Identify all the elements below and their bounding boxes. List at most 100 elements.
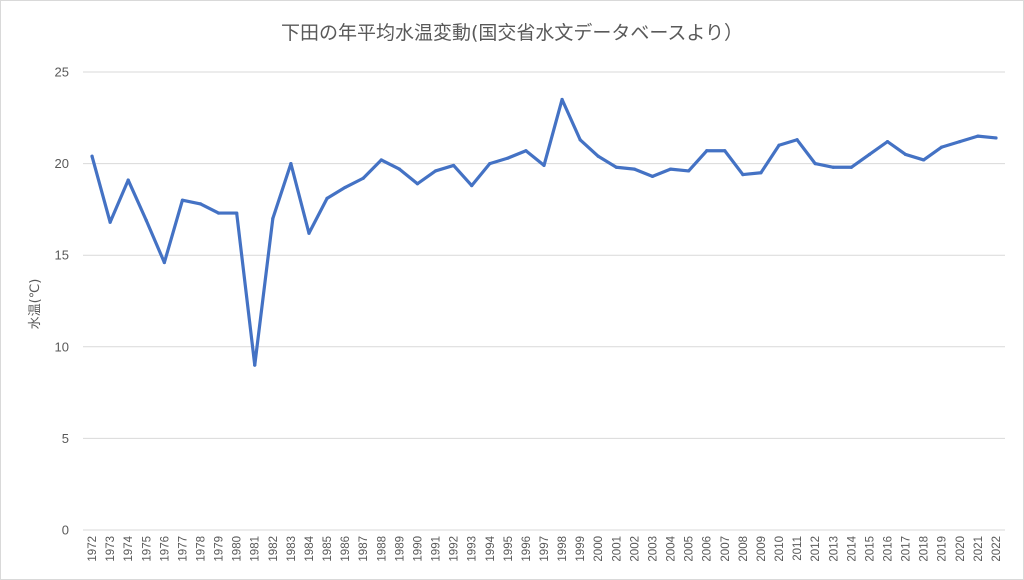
x-tick-label: 1980 <box>232 536 244 562</box>
x-tick-label: 1982 <box>268 536 280 562</box>
x-tick-label: 1986 <box>340 536 352 562</box>
data-point <box>759 171 763 175</box>
data-point <box>433 169 438 173</box>
series-group <box>90 97 998 367</box>
data-point <box>813 162 817 166</box>
data-point <box>379 158 383 162</box>
x-tick-label: 2018 <box>919 536 931 562</box>
x-tick-label: 1981 <box>250 536 262 562</box>
x-tick-label: 1996 <box>521 536 533 562</box>
data-point <box>687 169 691 173</box>
x-tick-label: 2011 <box>792 536 804 561</box>
data-point <box>216 211 221 215</box>
data-point <box>506 156 510 160</box>
data-point <box>867 152 872 157</box>
x-tick-label: 2019 <box>937 536 949 562</box>
data-point <box>831 165 835 169</box>
x-tick-label: 1985 <box>322 536 334 562</box>
x-tick-label: 2003 <box>647 536 659 562</box>
x-tick-label: 2021 <box>973 536 985 562</box>
x-tick-label: 2016 <box>882 536 894 562</box>
data-point <box>162 260 166 265</box>
y-axis-label: 水温(℃) <box>28 279 43 330</box>
x-tick-label: 1993 <box>467 536 479 562</box>
data-point <box>343 185 347 190</box>
data-point <box>922 158 926 162</box>
data-point <box>650 174 655 179</box>
x-tick-label: 2015 <box>864 536 876 562</box>
x-tick-label: 2010 <box>774 536 786 562</box>
x-tick-label: 1974 <box>123 535 135 561</box>
data-point <box>397 167 401 171</box>
data-point <box>976 134 980 138</box>
data-point <box>849 165 853 169</box>
x-tick-label: 1990 <box>412 536 424 562</box>
data-point <box>560 97 564 102</box>
x-tick-label: 1995 <box>503 536 515 562</box>
x-tick-label: 2002 <box>629 536 641 562</box>
x-tick-label: 2013 <box>828 536 840 562</box>
x-tick-label: 2006 <box>702 536 714 562</box>
x-tick-label: 2017 <box>901 536 913 562</box>
x-tick-label: 1978 <box>196 536 208 562</box>
data-point <box>126 178 130 182</box>
data-point <box>578 138 582 142</box>
data-point <box>632 167 636 171</box>
data-point <box>415 182 420 186</box>
x-tick-label: 2005 <box>684 536 696 562</box>
data-point <box>289 162 293 166</box>
y-tick-label: 15 <box>55 248 69 263</box>
y-tick-label: 5 <box>62 431 69 446</box>
x-tick-label: 2012 <box>810 536 822 562</box>
gridlines <box>83 71 1005 531</box>
x-tick-label: 1984 <box>304 535 316 561</box>
x-tick-label: 1977 <box>177 536 189 562</box>
x-tick-label: 1979 <box>214 536 226 562</box>
x-tick-label: 1991 <box>431 536 443 562</box>
data-point <box>307 231 311 235</box>
data-point <box>470 183 474 188</box>
data-point <box>108 220 112 224</box>
series-line <box>90 97 998 367</box>
y-tick-label: 0 <box>62 523 69 538</box>
data-point <box>885 140 890 144</box>
x-tick-label: 1989 <box>394 536 406 562</box>
x-tick-label: 1997 <box>539 536 551 562</box>
data-point <box>452 163 456 168</box>
data-point <box>325 196 329 201</box>
x-tick-label: 1975 <box>141 536 153 562</box>
data-point <box>795 138 799 142</box>
chart-title: 下田の年平均水温変動(国交省水文データベースより） <box>281 22 743 44</box>
data-point <box>253 363 257 367</box>
data-point <box>488 162 492 166</box>
x-tick-label: 2007 <box>720 536 732 562</box>
data-point <box>723 149 727 153</box>
data-point <box>994 136 998 140</box>
data-point <box>940 145 944 149</box>
x-tick-label: 1973 <box>105 536 117 562</box>
x-tick-label: 1994 <box>485 535 497 561</box>
x-tick-label: 1992 <box>449 536 461 562</box>
x-tick-label: 1976 <box>159 536 171 562</box>
x-tick-label: 2008 <box>738 536 750 562</box>
x-tick-label: 2020 <box>955 536 967 562</box>
data-point <box>144 218 148 222</box>
x-tick-label: 2022 <box>991 536 1003 562</box>
x-tick-label: 1999 <box>575 536 587 562</box>
data-point <box>198 202 203 206</box>
data-point <box>180 198 185 202</box>
x-tick-label: 2001 <box>611 536 623 562</box>
data-point <box>903 152 908 157</box>
x-tick-label: 2004 <box>666 535 678 561</box>
data-point <box>235 211 239 215</box>
x-tick-label: 1987 <box>358 536 370 562</box>
y-tick-label: 25 <box>55 65 69 80</box>
y-tick-label: 20 <box>55 156 69 171</box>
data-point <box>668 167 673 171</box>
data-point <box>705 149 709 153</box>
x-tick-label: 1988 <box>376 536 388 562</box>
y-axis-ticks: 0 5 10 15 20 25 <box>55 65 69 538</box>
x-tick-label: 1983 <box>286 536 298 562</box>
